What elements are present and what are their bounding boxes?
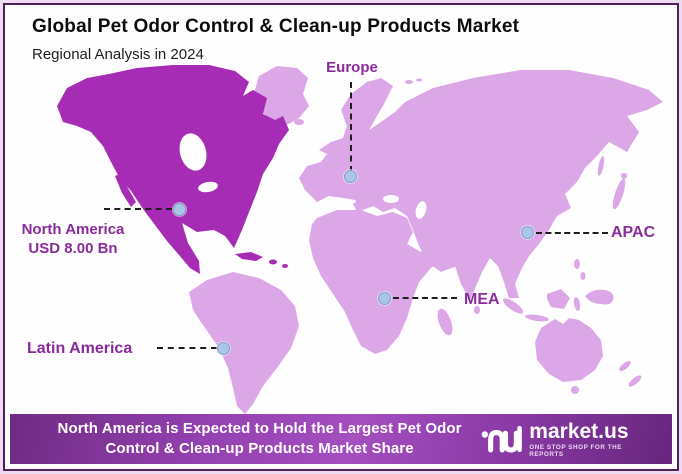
map-caspian-sea bbox=[415, 201, 427, 219]
mea-leader-line bbox=[393, 297, 457, 299]
latin-america-marker bbox=[217, 342, 230, 355]
map-sumatra bbox=[502, 298, 524, 314]
footer-banner: North America is Expected to Hold the La… bbox=[10, 414, 672, 464]
map-uk bbox=[317, 162, 333, 186]
mea-marker bbox=[378, 292, 391, 305]
footer-headline: North America is Expected to Hold the La… bbox=[57, 419, 462, 457]
map-hispaniola bbox=[269, 259, 277, 265]
map-cuba bbox=[235, 252, 263, 261]
latin-america-leader-line bbox=[157, 347, 217, 349]
europe-marker bbox=[344, 170, 357, 183]
europe-leader-line bbox=[350, 82, 352, 172]
infographic-canvas: Global Pet Odor Control & Clean-up Produ… bbox=[5, 5, 677, 469]
map-ireland bbox=[305, 173, 313, 183]
map-madagascar bbox=[437, 308, 453, 336]
apac-label: APAC bbox=[611, 224, 656, 241]
page-subtitle: Regional Analysis in 2024 bbox=[32, 46, 204, 63]
map-java bbox=[525, 314, 549, 322]
map-black-sea bbox=[383, 195, 399, 203]
map-australia bbox=[535, 318, 603, 382]
map-sulawesi bbox=[573, 297, 581, 311]
north-america-marker bbox=[173, 203, 186, 216]
map-north-america-region bbox=[57, 65, 289, 274]
europe-label: Europe bbox=[326, 59, 378, 76]
apac-leader-line bbox=[536, 232, 608, 234]
map-antilles bbox=[282, 264, 288, 268]
north-america-leader-line bbox=[104, 208, 172, 210]
north-america-label-name: North America bbox=[21, 221, 125, 238]
map-new-zealand-south bbox=[628, 375, 642, 387]
mea-label: MEA bbox=[464, 291, 500, 308]
map-great-lakes bbox=[198, 181, 218, 193]
map-baja bbox=[115, 174, 136, 207]
map-italy bbox=[353, 200, 369, 220]
map-south-america bbox=[189, 272, 299, 414]
map-new-guinea bbox=[585, 289, 614, 305]
map-africa bbox=[309, 210, 447, 354]
marketus-logo-icon bbox=[481, 425, 522, 453]
map-philippines-2 bbox=[580, 272, 586, 280]
map-sri-lanka bbox=[474, 306, 480, 314]
apac-marker bbox=[521, 226, 534, 239]
map-philippines bbox=[574, 259, 580, 269]
map-sakhalin bbox=[597, 156, 605, 176]
map-japan bbox=[612, 178, 626, 210]
north-america-label: North America USD 8.00 Bn bbox=[8, 221, 138, 259]
map-svalbard-2 bbox=[416, 78, 422, 82]
map-tasmania bbox=[571, 386, 579, 394]
map-borneo bbox=[547, 289, 570, 309]
map-greenland bbox=[253, 66, 309, 126]
marketus-tagline: ONE STOP SHOP FOR THE REPORTS bbox=[529, 443, 623, 458]
north-america-value: USD 8.00 Bn bbox=[28, 239, 118, 257]
infographic-inner-border: Global Pet Odor Control & Clean-up Produ… bbox=[3, 3, 679, 471]
map-new-zealand-north bbox=[619, 360, 631, 372]
latin-america-label: Latin America bbox=[27, 340, 133, 357]
map-iceland bbox=[294, 119, 304, 125]
marketus-logo: market.us ONE STOP SHOP FOR THE REPORTS bbox=[481, 421, 656, 458]
map-eurasia bbox=[299, 70, 663, 300]
page-title: Global Pet Odor Control & Clean-up Produ… bbox=[32, 16, 520, 37]
map-svalbard bbox=[405, 80, 413, 84]
map-hudson-bay bbox=[179, 133, 207, 171]
map-hokkaido bbox=[621, 173, 627, 179]
world-map bbox=[57, 65, 663, 414]
marketus-brand-text: market.us bbox=[529, 419, 629, 443]
